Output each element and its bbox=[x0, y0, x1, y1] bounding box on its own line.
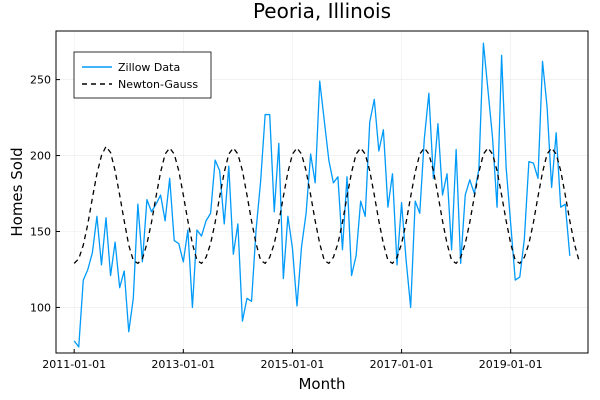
legend-label-newton-gauss: Newton-Gauss bbox=[118, 78, 198, 91]
x-tick-label-1: 2013-01-01 bbox=[151, 358, 215, 371]
x-axis-label: Month bbox=[298, 375, 345, 393]
series-line-newton-gauss bbox=[73, 145, 580, 265]
y-axis-label: Homes Sold bbox=[8, 147, 26, 236]
series-line-zillow-data bbox=[73, 42, 571, 348]
legend-label-zillow: Zillow Data bbox=[118, 61, 180, 74]
x-tick-label-4: 2019-01-01 bbox=[479, 358, 543, 371]
x-tick-label-3: 2017-01-01 bbox=[370, 358, 434, 371]
ticks: 2011-01-01 2013-01-01 2015-01-01 2017-01-01… bbox=[30, 74, 543, 371]
chart-title: Peoria, Illinois bbox=[253, 0, 391, 23]
y-tick-label-3: 250 bbox=[30, 74, 51, 87]
plot-frame bbox=[55, 30, 589, 354]
series bbox=[73, 42, 580, 348]
y-tick-label-0: 100 bbox=[30, 301, 51, 314]
legend-box bbox=[73, 51, 212, 99]
y-tick-label-2: 200 bbox=[30, 150, 51, 163]
x-tick-label-2: 2015-01-01 bbox=[260, 358, 324, 371]
y-tick-label-1: 150 bbox=[30, 225, 51, 238]
legend: Zillow Data Newton-Gauss bbox=[73, 51, 212, 99]
x-tick-label-0: 2011-01-01 bbox=[42, 358, 106, 371]
